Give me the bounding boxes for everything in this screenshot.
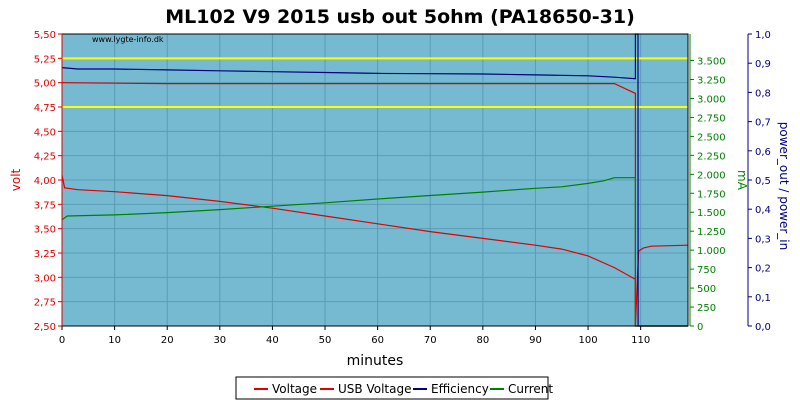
series-line-voltage [61, 174, 689, 327]
volt-tick-label: 3,75 [34, 200, 56, 211]
watermark: www.lygte-info.dk [92, 35, 164, 44]
y-axis-label-power: power_out / power_in [777, 122, 791, 250]
ma-tick-label: 3.000 [697, 94, 726, 105]
ma-tick-label: 500 [697, 284, 716, 295]
volt-tick-label: 5,25 [34, 54, 56, 65]
legend-label: Efficiency [431, 382, 489, 396]
ma-ticks: 0 250 500 750 1.000 1.250 1.500 1.750 2.000 2.250… [690, 57, 726, 333]
legend-box [235, 376, 549, 400]
x-tick-label: 110 [631, 335, 650, 346]
volt-ticks: 2,50 2,75 3,00 3,25 3,50 3,75 4,00 4,25 4,50 4,75… [34, 30, 62, 333]
y-axis-label-volt: volt [9, 168, 23, 191]
power-tick-label: 0,9 [755, 59, 771, 70]
ma-tick-label: 3.250 [697, 76, 726, 87]
legend-label: USB Voltage [338, 382, 411, 396]
ma-tick-label: 2.750 [697, 113, 726, 124]
volt-tick-label: 4,25 [34, 152, 56, 163]
power-tick-label: 0,3 [755, 234, 771, 245]
x-tick-label: 50 [319, 335, 332, 346]
volt-tick-label: 2,50 [34, 322, 56, 333]
x-tick-label: 40 [266, 335, 279, 346]
ma-tick-label: 2.000 [697, 170, 726, 181]
legend-label: Voltage [272, 382, 317, 396]
x-tick-label: 20 [161, 335, 174, 346]
ma-tick-label: 1.500 [697, 208, 726, 219]
ma-tick-label: 2.250 [697, 151, 726, 162]
ma-tick-label: 750 [697, 265, 716, 276]
x-tick-label: 80 [476, 335, 489, 346]
legend-label: Current [508, 382, 553, 396]
x-ticks: 0 10 20 30 40 50 60 70 80 90 100 110 [59, 326, 650, 346]
series-line-current [61, 177, 688, 327]
power-ticks: 0,0 0,1 0,2 0,3 0,4 0,5 0,6 0,7 0,8 0,9 1,0 [748, 30, 771, 333]
power-tick-label: 0,4 [755, 205, 771, 216]
power-tick-label: 1,0 [755, 30, 771, 41]
volt-tick-label: 3,50 [34, 225, 56, 236]
power-tick-label: 0,8 [755, 88, 771, 99]
power-tick-label: 0,0 [755, 322, 771, 333]
x-tick-label: 100 [579, 335, 598, 346]
power-tick-label: 0,2 [755, 264, 771, 275]
volt-tick-label: 3,25 [34, 249, 56, 260]
x-tick-label: 30 [213, 335, 226, 346]
ma-tick-label: 1.000 [697, 246, 726, 257]
ma-tick-label: 1.250 [697, 227, 726, 238]
ma-tick-label: 250 [697, 303, 716, 314]
volt-tick-label: 3,00 [34, 273, 56, 284]
power-tick-label: 0,5 [755, 176, 771, 187]
x-tick-label: 10 [108, 335, 121, 346]
legend: Voltage USB Voltage Efficiency Current [235, 376, 553, 400]
x-tick-label: 90 [529, 335, 542, 346]
x-axis-label: minutes [347, 353, 404, 369]
volt-tick-label: 2,75 [34, 298, 56, 309]
power-tick-label: 0,7 [755, 118, 771, 129]
y-axis-label-ma: mA [735, 170, 749, 191]
ma-tick-label: 0 [697, 322, 703, 333]
power-tick-label: 0,6 [755, 147, 771, 158]
volt-tick-label: 4,75 [34, 103, 56, 114]
ma-tick-label: 1.750 [697, 189, 726, 200]
reference-lines [62, 57, 688, 108]
x-tick-label: 0 [59, 335, 65, 346]
volt-tick-label: 5,00 [34, 79, 56, 90]
volt-tick-label: 4,50 [34, 127, 56, 138]
chart-title: ML102 V9 2015 usb out 5ohm (PA18650-31) [165, 6, 635, 28]
x-tick-label: 70 [424, 335, 437, 346]
volt-tick-label: 4,00 [34, 176, 56, 187]
ma-tick-label: 3.500 [697, 57, 726, 68]
ma-tick-label: 2.500 [697, 132, 726, 143]
power-tick-label: 0,1 [755, 293, 771, 304]
x-tick-label: 60 [371, 335, 384, 346]
volt-tick-label: 5,50 [34, 30, 56, 41]
